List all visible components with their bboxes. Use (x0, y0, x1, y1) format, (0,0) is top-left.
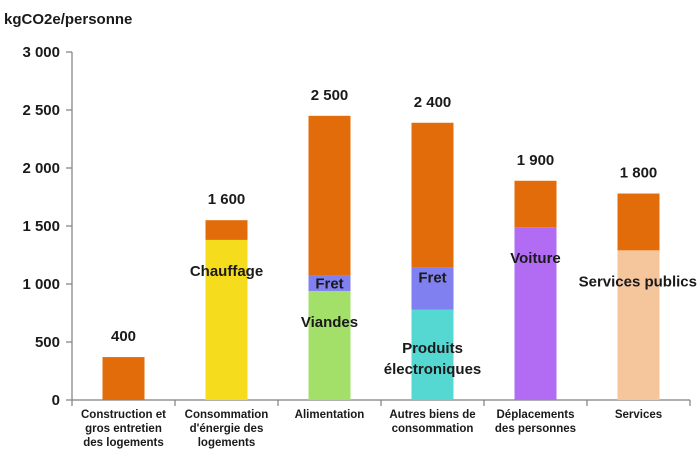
bar-segment (514, 180, 557, 228)
bar-segment (411, 267, 454, 310)
bar-total-label: 1 800 (620, 165, 658, 182)
segment-label: Chauffage (190, 263, 263, 280)
bars-group (102, 115, 660, 400)
category-label: Alimentation (295, 409, 365, 421)
category-label: Autres biens de consommation (389, 409, 475, 435)
bar-segment (308, 275, 351, 291)
bar-segment (411, 122, 454, 268)
bar-segment (617, 250, 660, 400)
y-tick-label: 1 000 (22, 276, 60, 293)
category-label: Consommation d'énergie des logements (185, 409, 269, 449)
unit-label: kgCO2e/personne (4, 11, 132, 28)
bar-segment (308, 290, 351, 400)
bar-total-label: 400 (111, 328, 136, 345)
category-label: Construction et gros entretien des logemen… (81, 409, 166, 449)
segment-label: Services publics (579, 273, 697, 290)
segment-label: Produits électroniques (384, 340, 482, 378)
y-tick-label: 2 000 (22, 160, 60, 177)
bar-segment (308, 115, 351, 276)
bar-total-label: 1 900 (517, 152, 555, 169)
segment-label: Viandes (301, 314, 358, 331)
category-label: Déplacements des personnes (495, 409, 576, 435)
bar-total-label: 1 600 (208, 191, 246, 208)
bar-segment (514, 227, 557, 400)
y-tick-label: 2 500 (22, 102, 60, 119)
chart-axes: 0 500 1 000 1 500 2 000 2 500 3 000 (22, 44, 691, 409)
bar-segment (205, 239, 248, 400)
labels-group: 400 Construction et gros entretien des loge… (81, 87, 697, 449)
bar-segment (617, 193, 660, 251)
category-label: Services (615, 409, 662, 421)
bar-segment (411, 309, 454, 400)
bar-total-label: 2 500 (311, 87, 349, 104)
y-tick-label: 500 (35, 334, 60, 351)
bar-total-label: 2 400 (414, 94, 452, 111)
segment-label: Fret (315, 275, 343, 292)
bar-segment (102, 357, 145, 400)
y-tick-label: 1 500 (22, 218, 60, 235)
segment-label: Voiture (510, 250, 561, 267)
y-tick-label: 0 (52, 392, 60, 409)
bar-segment (205, 220, 248, 240)
y-tick-label: 3 000 (22, 44, 60, 61)
segment-label: Fret (418, 269, 446, 286)
